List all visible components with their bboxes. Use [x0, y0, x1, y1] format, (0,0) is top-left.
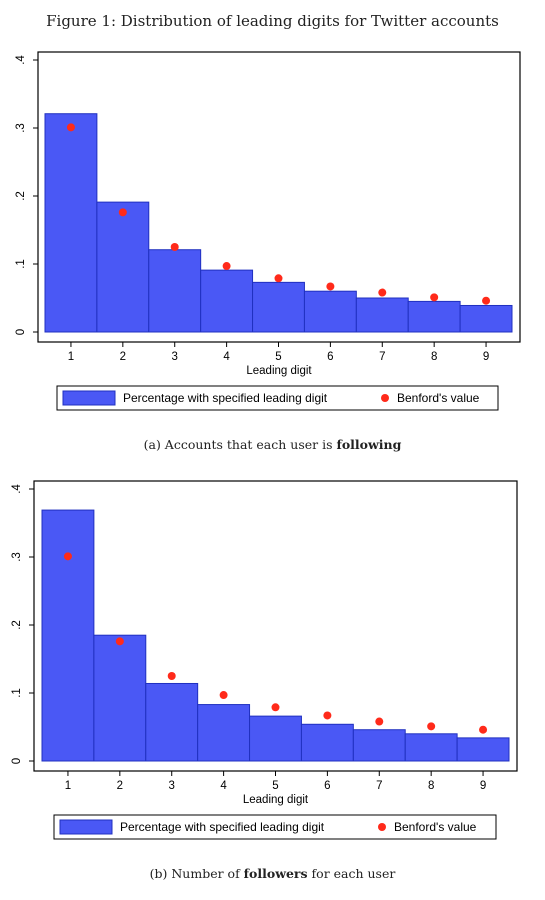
y-tick-label: .2 — [11, 620, 23, 630]
caption-a: (a) Accounts that each user is following — [0, 437, 545, 452]
legend-box — [56, 385, 499, 411]
benford-point — [274, 274, 283, 283]
x-tick-label: 3 — [172, 351, 178, 363]
y-tick-label: .3 — [15, 123, 27, 133]
y-tick-label: .4 — [15, 55, 27, 65]
chart-accounts-following: 0 .1 .2 .3 .4 1 2 3 4 5 6 7 8 9 Leading digit Percentag… — [15, 51, 521, 411]
x-axis-label: Leading digit — [246, 365, 312, 377]
legend-box — [53, 814, 497, 840]
caption-b-suffix: for each user — [307, 866, 396, 881]
legend-dot-swatch — [381, 394, 389, 402]
legend-label-bars: Percentage with specified leading digit — [120, 820, 325, 834]
bar — [93, 634, 147, 762]
benford-point — [66, 123, 75, 132]
y-tick-label: .2 — [15, 191, 27, 201]
bar — [355, 297, 409, 333]
legend-label-benford: Benford's value — [394, 820, 477, 834]
legend-dot-swatch — [378, 823, 386, 831]
benford-point — [170, 243, 179, 251]
benford-point — [115, 637, 124, 646]
y-tick-label: .1 — [11, 688, 23, 698]
figure-title: Figure 1: Distribution of leading digits… — [46, 12, 499, 30]
y-tick-label: .4 — [11, 484, 23, 494]
x-tick-label: 9 — [483, 351, 489, 363]
x-tick-label: 3 — [169, 780, 175, 792]
benford-point — [375, 717, 384, 726]
bar — [197, 704, 251, 762]
caption-a-bold: following — [336, 437, 402, 452]
y-tick-label: 0 — [15, 329, 27, 335]
x-tick-label: 9 — [480, 780, 486, 792]
x-tick-label: 6 — [324, 780, 330, 792]
y-tick-label: .1 — [15, 259, 27, 269]
y-tick-label: .3 — [11, 552, 23, 562]
caption-b-bold: followers — [243, 866, 308, 881]
bar — [404, 733, 458, 762]
benford-point — [482, 296, 491, 305]
bar — [41, 509, 95, 762]
bar — [459, 304, 513, 333]
chart-followers: 0 .1 .2 .3 .4 1 2 3 4 5 6 7 8 9 Leading digit Percentag… — [11, 480, 518, 840]
caption-b: (b) Number of followers for each user — [0, 866, 545, 881]
legend-label-benford: Benford's value — [397, 391, 480, 405]
benford-point — [222, 262, 231, 271]
bar — [200, 269, 254, 333]
benford-point — [219, 691, 228, 700]
legend-bar-swatch — [59, 819, 113, 835]
benford-point — [323, 711, 332, 720]
x-tick-label: 5 — [272, 780, 278, 792]
x-tick-label: 7 — [379, 351, 385, 363]
benford-point — [430, 293, 439, 302]
benford-point — [118, 208, 127, 217]
y-tick-label: 0 — [11, 758, 23, 764]
x-tick-label: 1 — [65, 780, 71, 792]
bar — [249, 715, 302, 762]
x-tick-label: 8 — [428, 780, 434, 792]
x-tick-label: 1 — [68, 351, 74, 363]
legend-bar-swatch — [62, 390, 116, 406]
benford-point — [63, 552, 72, 561]
bar — [456, 737, 510, 762]
caption-a-prefix: (a) Accounts that each user is — [143, 437, 337, 452]
x-tick-label: 6 — [327, 351, 333, 363]
x-tick-label: 4 — [223, 351, 230, 363]
x-tick-label: 2 — [120, 351, 126, 363]
benford-point — [167, 672, 176, 680]
legend-label-bars: Percentage with specified leading digit — [123, 391, 328, 405]
x-tick-label: 5 — [275, 351, 281, 363]
caption-b-prefix: (b) Number of — [149, 866, 244, 881]
x-tick-label: 8 — [431, 351, 437, 363]
benford-point — [378, 288, 387, 297]
benford-point — [271, 703, 280, 712]
benford-point — [326, 282, 335, 291]
bar — [407, 300, 461, 333]
x-tick-label: 4 — [220, 780, 227, 792]
bar — [145, 682, 199, 762]
benford-point — [427, 722, 436, 731]
bar — [300, 723, 354, 762]
benford-point — [479, 725, 488, 734]
x-tick-label: 7 — [376, 780, 382, 792]
bar — [352, 729, 406, 762]
x-axis-label: Leading digit — [243, 794, 309, 806]
x-tick-label: 2 — [117, 780, 123, 792]
